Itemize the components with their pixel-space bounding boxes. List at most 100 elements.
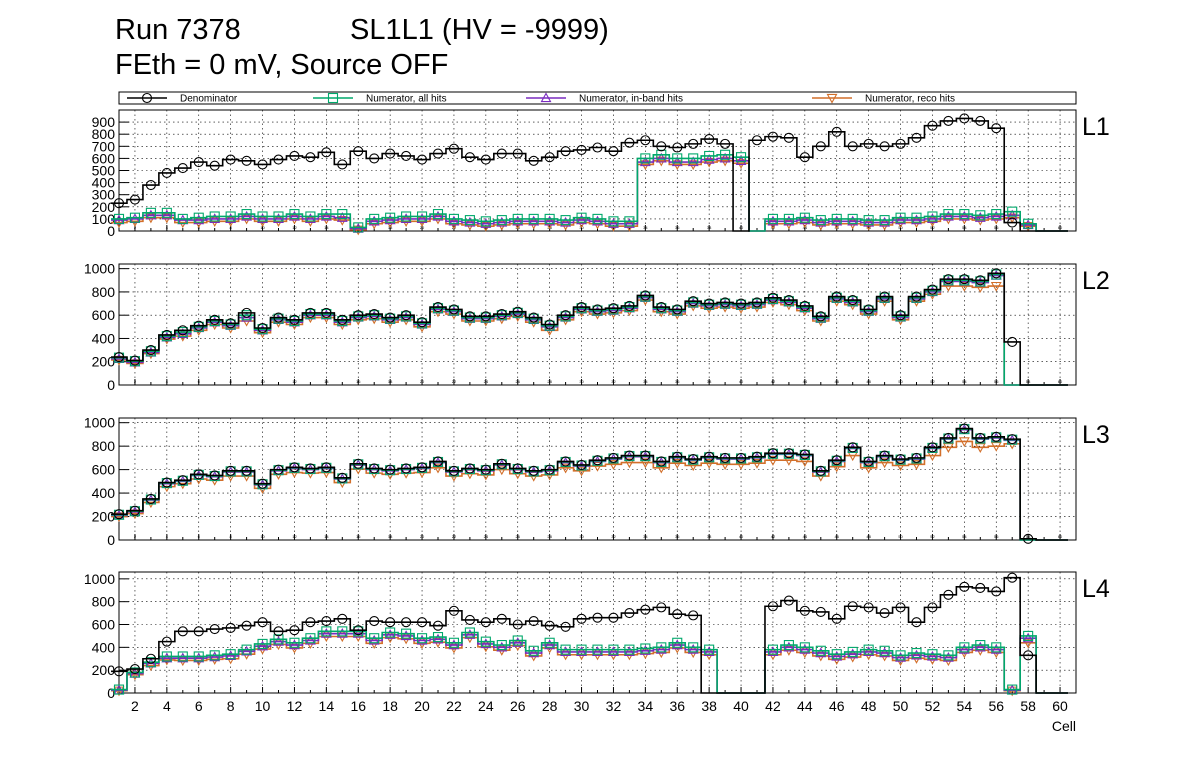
series-denominator <box>111 113 1069 232</box>
point-in_band-4 <box>161 209 173 220</box>
y-tick-label: 800 <box>92 594 116 610</box>
point-denominator-16 <box>353 146 364 157</box>
point-denominator-23 <box>464 463 475 474</box>
point-reco-29 <box>560 463 572 474</box>
point-denominator-15 <box>337 159 348 170</box>
point-denominator-3 <box>145 179 156 191</box>
y-tick-label: 200 <box>92 354 116 370</box>
y-tick-label: 800 <box>92 438 116 454</box>
x-tick-label: 16 <box>350 698 366 714</box>
point-in_band-30 <box>576 646 587 657</box>
point-reco-55 <box>974 443 986 453</box>
x-tick-label: 30 <box>574 698 590 714</box>
point-denominator-35 <box>656 602 667 613</box>
point-reco-32 <box>608 460 619 470</box>
point-denominator-27 <box>528 465 539 476</box>
x-tick-label-small: 52 <box>930 534 935 539</box>
point-denominator-46 <box>831 291 842 302</box>
point-denominator-48 <box>863 456 874 467</box>
x-tick-label: 22 <box>446 698 462 714</box>
point-all_hits-26 <box>512 635 523 646</box>
point-in_band-10 <box>257 640 268 651</box>
point-denominator-21 <box>432 148 444 159</box>
point-reco-19 <box>400 217 412 227</box>
point-denominator-3 <box>145 345 156 356</box>
point-all_hits-30 <box>576 644 587 655</box>
x-tick-label-small: 2 <box>134 379 137 384</box>
point-denominator-57 <box>1007 217 1018 228</box>
point-denominator-41 <box>751 297 763 308</box>
point-denominator-20 <box>416 154 428 165</box>
point-all_hits-5 <box>177 651 188 662</box>
point-denominator-27 <box>528 312 539 323</box>
x-tick-label: 28 <box>542 698 558 714</box>
point-denominator-49 <box>879 450 890 461</box>
x-tick-label-small: 6 <box>198 534 201 539</box>
point-denominator-54 <box>959 581 970 592</box>
point-reco-12 <box>289 214 300 225</box>
point-in_band-35 <box>655 152 667 163</box>
point-in_band-37 <box>687 156 699 167</box>
point-all_hits-24 <box>480 216 491 227</box>
point-in_band-21 <box>432 210 444 221</box>
point-denominator-26 <box>512 463 523 474</box>
point-denominator-9 <box>241 155 252 166</box>
point-in_band-7 <box>209 213 221 224</box>
x-tick-label-small: 14 <box>324 534 329 539</box>
x-tick-label-small: 50 <box>898 534 903 539</box>
point-reco-50 <box>895 218 906 229</box>
point-in_band-50 <box>895 651 906 662</box>
x-tick-label-small: 58 <box>1026 225 1031 230</box>
point-in_band-25 <box>496 641 508 652</box>
point-in_band-19 <box>400 630 412 641</box>
point-all_hits-23 <box>464 627 475 638</box>
point-all_hits-36 <box>672 637 683 648</box>
point-in_band-13 <box>304 213 316 224</box>
point-denominator-57 <box>1007 336 1018 348</box>
point-reco-57 <box>1006 686 1018 697</box>
point-denominator-42 <box>767 448 779 459</box>
point-denominator-53 <box>943 274 954 285</box>
point-denominator-1 <box>113 666 125 677</box>
point-reco-52 <box>927 217 938 227</box>
point-denominator-9 <box>241 620 252 631</box>
point-denominator-14 <box>321 147 332 158</box>
point-reco-53 <box>942 281 954 292</box>
point-reco-14 <box>320 214 332 225</box>
x-tick-label-small: 46 <box>835 379 840 384</box>
point-reco-28 <box>544 219 556 230</box>
point-all_hits-46 <box>831 213 842 224</box>
x-tick-label-small: 44 <box>803 534 808 539</box>
x-tick-label-small: 32 <box>611 379 616 384</box>
point-denominator-50 <box>895 138 906 149</box>
point-denominator-25 <box>496 613 507 624</box>
x-tick-label-small: 12 <box>292 379 297 384</box>
point-all_hits-25 <box>496 215 507 226</box>
x-tick-label-small: 40 <box>739 225 744 230</box>
point-in_band-16 <box>352 628 364 638</box>
point-in_band-46 <box>831 650 843 661</box>
x-tick-label-small: 18 <box>388 534 393 539</box>
point-denominator-20 <box>416 462 428 473</box>
y-tick-label: 800 <box>92 284 116 300</box>
point-reco-31 <box>592 461 603 472</box>
point-in_band-18 <box>384 214 396 225</box>
series-line-denominator <box>111 117 1069 232</box>
point-all_hits-33 <box>624 644 635 655</box>
point-all_hits-53 <box>943 209 954 220</box>
point-all_hits-42 <box>767 644 779 655</box>
x-tick-label-small: 42 <box>771 534 776 539</box>
x-tick-label-small: 18 <box>388 379 393 384</box>
point-denominator-51 <box>911 617 922 628</box>
point-denominator-18 <box>385 464 396 475</box>
point-denominator-42 <box>767 131 779 142</box>
point-in_band-14 <box>320 210 332 221</box>
point-denominator-49 <box>879 141 890 152</box>
point-denominator-19 <box>401 310 412 321</box>
point-denominator-45 <box>815 606 826 618</box>
y-tick-label: 600 <box>92 617 116 633</box>
point-all_hits-34 <box>640 153 651 164</box>
point-in_band-6 <box>193 652 205 663</box>
point-in_band-49 <box>879 216 891 227</box>
point-denominator-2 <box>129 194 140 205</box>
